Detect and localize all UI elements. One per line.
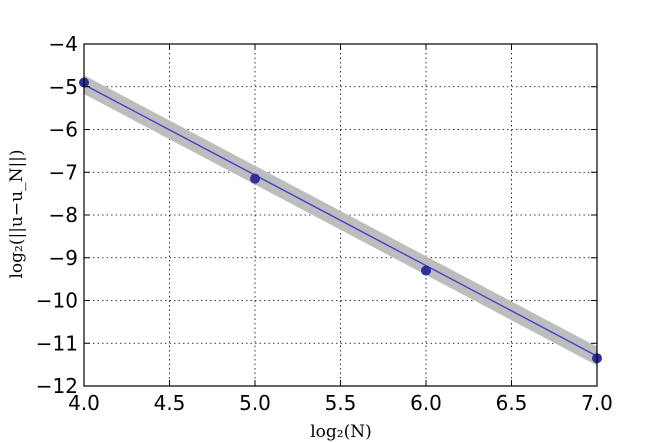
x-tick-label: 4.5 [154, 391, 186, 415]
x-tick-label: 7.0 [581, 391, 613, 415]
y-tick-label: −11 [36, 331, 78, 355]
y-tick-label: −4 [49, 32, 78, 56]
x-tick-label: 6.5 [496, 391, 528, 415]
x-tick-label: 4.0 [68, 391, 100, 415]
x-tick-label: 5.0 [239, 391, 271, 415]
y-axis-label: log₂(||u−u_N||) [7, 149, 27, 278]
x-tick-label: 5.5 [325, 391, 357, 415]
data-points-layer [79, 77, 602, 364]
y-tick-label: −12 [36, 374, 78, 398]
ticks-layer: 4.0 4.5 5.0 5.5 6.0 6.5 7.0 −4 −5 −6 −7 −8 −9 −10 −11 −… [36, 32, 613, 415]
x-tick-label: 6.0 [410, 391, 442, 415]
y-tick-label: −6 [49, 118, 78, 142]
data-point [250, 173, 260, 184]
fit-line-layer [83, 83, 598, 357]
data-point [421, 265, 431, 276]
y-tick-label: −8 [49, 203, 78, 227]
y-tick-label: −5 [49, 75, 78, 99]
x-axis-label: log₂(N) [310, 422, 372, 442]
fit-line [83, 83, 598, 357]
y-tick-label: −7 [49, 160, 78, 184]
y-tick-label: −9 [49, 246, 78, 270]
y-tick-label: −10 [36, 289, 78, 313]
